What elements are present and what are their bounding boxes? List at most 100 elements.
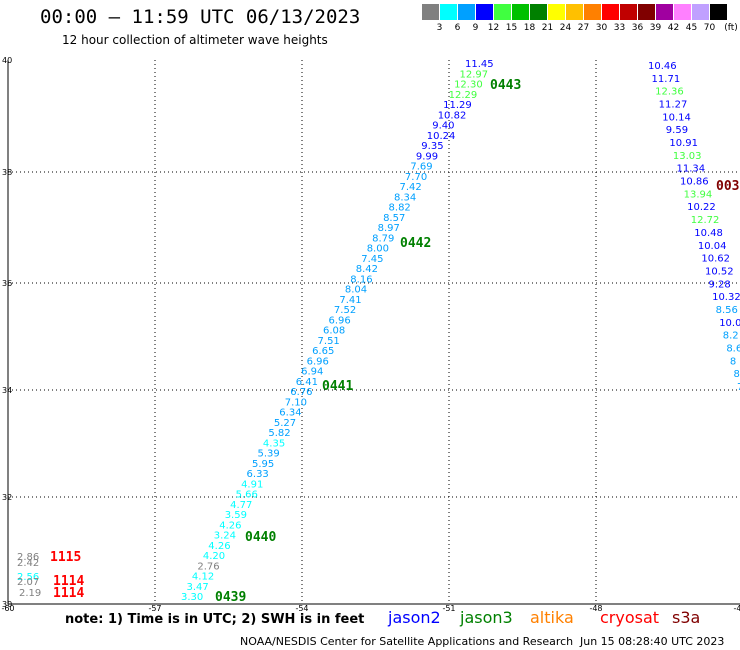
swh-value: 3.24 <box>214 531 236 542</box>
swh-value: 4.91 <box>241 479 263 490</box>
swh-value: 11.27 <box>659 100 688 111</box>
legend-label: 36 <box>631 23 644 33</box>
swh-value: 12.97 <box>460 69 489 80</box>
swh-value: 2.76 <box>197 561 219 572</box>
swh-value: 6.96 <box>307 356 329 367</box>
satellite-name-jason3: jason3 <box>460 608 513 627</box>
y-tick-label: 38 <box>2 168 12 177</box>
y-tick-label: 36 <box>2 279 12 288</box>
swh-value: 7 <box>737 382 740 393</box>
swh-value: 5.95 <box>252 459 274 470</box>
legend-swatch <box>620 4 637 20</box>
swh-value: 4.20 <box>203 551 225 562</box>
legend-label: 6 <box>454 23 461 33</box>
pass-time-label: 0441 <box>322 379 353 394</box>
swh-value: 10.32 <box>712 292 740 303</box>
swh-value: 10.14 <box>662 112 691 123</box>
legend-swatch <box>494 4 511 20</box>
y-tick-label: 40 <box>2 56 12 65</box>
legend-swatch <box>638 4 655 20</box>
swh-value: 8.2 <box>723 331 739 342</box>
swh-value: 7.70 <box>405 172 427 183</box>
legend-swatch <box>548 4 565 20</box>
swh-value: 12.72 <box>691 215 720 226</box>
x-tick-label: -51 <box>442 604 455 613</box>
swh-value: 8 <box>730 356 736 367</box>
footer-note: note: 1) Time is in UTC; 2) SWH is in fe… <box>65 612 365 627</box>
swh-value: 12.36 <box>655 87 684 98</box>
swh-value: 10.46 <box>648 61 677 72</box>
swh-value: 8.79 <box>372 233 394 244</box>
swh-value: 7.69 <box>410 162 432 173</box>
legend-swatch <box>710 4 727 20</box>
swh-value: 10.62 <box>701 254 730 265</box>
swh-value: 6.33 <box>247 469 269 480</box>
legend-label: 70 <box>703 23 716 33</box>
swh-value: 2.07 <box>17 577 39 588</box>
swh-value: 2.86 <box>17 552 39 563</box>
swh-value: 8.04 <box>345 285 367 296</box>
pass-time-label: 0442 <box>400 236 431 251</box>
y-tick-label: 32 <box>2 493 12 502</box>
swh-value: 2.56 <box>17 572 39 583</box>
legend-label: 45 <box>685 23 698 33</box>
satellite-name-jason2: jason2 <box>388 608 441 627</box>
swh-value: 4.35 <box>263 438 285 449</box>
swh-value: 6.76 <box>290 387 312 398</box>
legend-swatch <box>692 4 709 20</box>
swh-value: 10.24 <box>427 131 456 142</box>
swh-value: 5.39 <box>257 449 279 460</box>
swh-value: 5.27 <box>274 418 296 429</box>
swh-value: 12.30 <box>454 80 483 91</box>
legend-swatch <box>656 4 673 20</box>
swh-value: 4.26 <box>208 541 230 552</box>
swh-value: 4.12 <box>192 572 214 583</box>
legend-swatch <box>674 4 691 20</box>
pass-time-label: 1114 <box>53 574 84 589</box>
swh-value: 10.52 <box>705 266 734 277</box>
legend-swatch <box>584 4 601 20</box>
swh-value: 6.41 <box>296 377 318 388</box>
swh-value: 8.6 <box>726 343 740 354</box>
swh-value: 6.65 <box>312 346 334 357</box>
swh-value: 13.94 <box>684 189 713 200</box>
swh-value: 3.47 <box>186 582 208 593</box>
swh-value: 7.42 <box>399 182 421 193</box>
swh-value: 12.29 <box>449 90 478 101</box>
swh-value: 11.45 <box>465 59 494 70</box>
swh-value: 6.34 <box>279 408 301 419</box>
x-tick-label: -54 <box>295 604 308 613</box>
swh-value: 10.86 <box>680 177 709 188</box>
swh-value: 9.40 <box>432 121 454 132</box>
swh-value: 9.35 <box>421 141 443 152</box>
swh-value: 2.42 <box>17 558 39 569</box>
legend-label: 27 <box>577 23 590 33</box>
swh-value: 8 <box>733 369 739 380</box>
pass-time-label: 1114 <box>53 586 84 601</box>
legend-label: 21 <box>541 23 554 33</box>
swh-value: 10.04 <box>719 318 740 329</box>
swh-value: 3.59 <box>225 510 247 521</box>
legend-label: 3 <box>436 23 443 33</box>
swh-value: 6.08 <box>323 326 345 337</box>
pass-time-label: 0440 <box>245 530 276 545</box>
swh-value: 3.30 <box>181 592 203 603</box>
swh-value: 6.96 <box>328 315 350 326</box>
swh-value: 11.34 <box>676 164 705 175</box>
y-tick-label: 34 <box>2 386 12 395</box>
swh-value: 11.29 <box>443 100 472 111</box>
swh-value: 7.51 <box>318 336 340 347</box>
swh-value: 11.71 <box>652 74 681 85</box>
satellite-name-cryosat: cryosat <box>600 608 660 627</box>
swh-value: 10.82 <box>438 110 467 121</box>
legend-swatch <box>440 4 457 20</box>
legend-label: 9 <box>472 23 479 33</box>
pass-time-label: 0443 <box>490 78 521 93</box>
swh-value: 8.82 <box>389 203 411 214</box>
legend-swatch <box>566 4 583 20</box>
legend-label: 12 <box>487 23 500 33</box>
swh-value: 4.77 <box>230 500 252 511</box>
swh-value: 10.48 <box>694 228 723 239</box>
page-subtitle: 12 hour collection of altimeter wave hei… <box>62 33 328 47</box>
legend-swatch <box>530 4 547 20</box>
